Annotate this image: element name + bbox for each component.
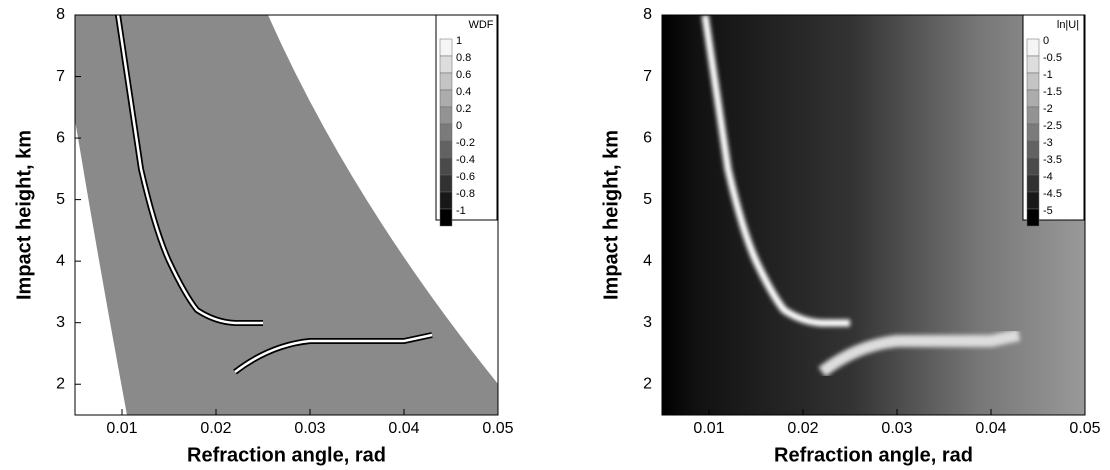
- x-tick-label: 0.05: [482, 420, 513, 437]
- x-tick-label: 0.04: [975, 420, 1006, 437]
- colorbar-swatch: [439, 123, 453, 142]
- colorbar-swatch: [439, 38, 453, 57]
- ridge: [701, 14, 850, 327]
- y-tick-label: 7: [643, 68, 652, 85]
- y-axis-label: Impact height, km: [600, 130, 622, 300]
- colorbar-swatch: [439, 191, 453, 210]
- colorbar-label: -0.6: [456, 171, 475, 183]
- y-tick-label: 8: [56, 6, 65, 23]
- colorbar-label: -0.2: [456, 137, 475, 149]
- colorbar-swatch: [1026, 140, 1040, 159]
- ridge: [818, 329, 1021, 377]
- colorbar-label: -1: [456, 205, 466, 217]
- y-tick-label: 3: [56, 314, 65, 331]
- amplitude-field: [662, 15, 1085, 415]
- colorbar-swatch: [1026, 157, 1040, 176]
- colorbar-title: ln|U|: [1057, 19, 1079, 31]
- plot-frame: [74, 14, 499, 416]
- colorbar-label: -2: [1043, 103, 1053, 115]
- colorbar-label: -4: [1043, 171, 1053, 183]
- colorbar-swatch: [439, 140, 453, 159]
- x-axis-label: Refraction angle, rad: [187, 444, 386, 466]
- colorbar-title: WDF: [468, 19, 493, 31]
- colorbar-swatch: [1026, 38, 1040, 57]
- colorbar-label: -0.4: [456, 154, 475, 166]
- y-tick-label: 6: [56, 129, 65, 146]
- x-tick-label: 0.02: [200, 420, 231, 437]
- colorbar-swatch: [439, 106, 453, 125]
- x-tick-label: 0.03: [881, 420, 912, 437]
- colorbar-swatch: [1026, 106, 1040, 125]
- y-tick-label: 5: [56, 191, 65, 208]
- colorbar-swatch: [1026, 55, 1040, 74]
- colorbar-swatch: [439, 89, 453, 108]
- colorbar-label: -0.5: [1043, 52, 1062, 64]
- y-axis-label: Impact height, km: [13, 130, 35, 300]
- colorbar-label: -3: [1043, 137, 1053, 149]
- colorbar-label: -2.5: [1043, 120, 1062, 132]
- x-tick-label: 0.05: [1069, 420, 1100, 437]
- colorbar-swatch: [1026, 174, 1040, 193]
- ridge: [116, 14, 263, 325]
- y-tick-label: 6: [643, 129, 652, 146]
- y-tick-label: 2: [643, 375, 652, 392]
- colorbar-label: -1: [1043, 69, 1053, 81]
- plot-frame: [661, 14, 1086, 416]
- colorbar-label: -0.8: [456, 188, 475, 200]
- colorbar-swatch: [1026, 89, 1040, 108]
- colorbar-label: 0.8: [456, 52, 471, 64]
- y-tick-label: 2: [56, 375, 65, 392]
- y-tick-label: 4: [56, 252, 65, 269]
- x-axis-label: Refraction angle, rad: [774, 444, 973, 466]
- colorbar-label: -4.5: [1043, 188, 1062, 200]
- x-tick-label: 0.01: [106, 420, 137, 437]
- ridge: [234, 333, 433, 373]
- colorbar-swatch: [439, 174, 453, 193]
- colorbar-label: 0: [1043, 35, 1049, 47]
- colorbar-swatch: [439, 157, 453, 176]
- colorbar-swatch: [439, 72, 453, 91]
- colorbar-label: -3.5: [1043, 154, 1062, 166]
- colorbar-swatch: [1026, 72, 1040, 91]
- wdf-field: [75, 15, 498, 415]
- x-tick-label: 0.02: [787, 420, 818, 437]
- colorbar-swatch: [439, 55, 453, 74]
- x-tick-label: 0.01: [693, 420, 724, 437]
- y-tick-label: 7: [56, 68, 65, 85]
- y-tick-label: 4: [643, 252, 652, 269]
- y-tick-label: 3: [643, 314, 652, 331]
- colorbar-label: 1: [456, 35, 462, 47]
- colorbar-swatch: [1026, 208, 1040, 227]
- x-tick-label: 0.04: [388, 420, 419, 437]
- colorbar-swatch: [1026, 191, 1040, 210]
- colorbar-label: 0.2: [456, 103, 471, 115]
- colorbar-label: 0.6: [456, 69, 471, 81]
- colorbar-label: -1.5: [1043, 86, 1062, 98]
- colorbar-label: 0: [456, 120, 462, 132]
- colorbar-swatch: [1026, 123, 1040, 142]
- colorbar-label: -5: [1043, 205, 1053, 217]
- colorbar-swatch: [439, 208, 453, 227]
- y-tick-label: 8: [643, 6, 652, 23]
- y-tick-label: 5: [643, 191, 652, 208]
- colorbar-label: 0.4: [456, 86, 471, 98]
- x-tick-label: 0.03: [294, 420, 325, 437]
